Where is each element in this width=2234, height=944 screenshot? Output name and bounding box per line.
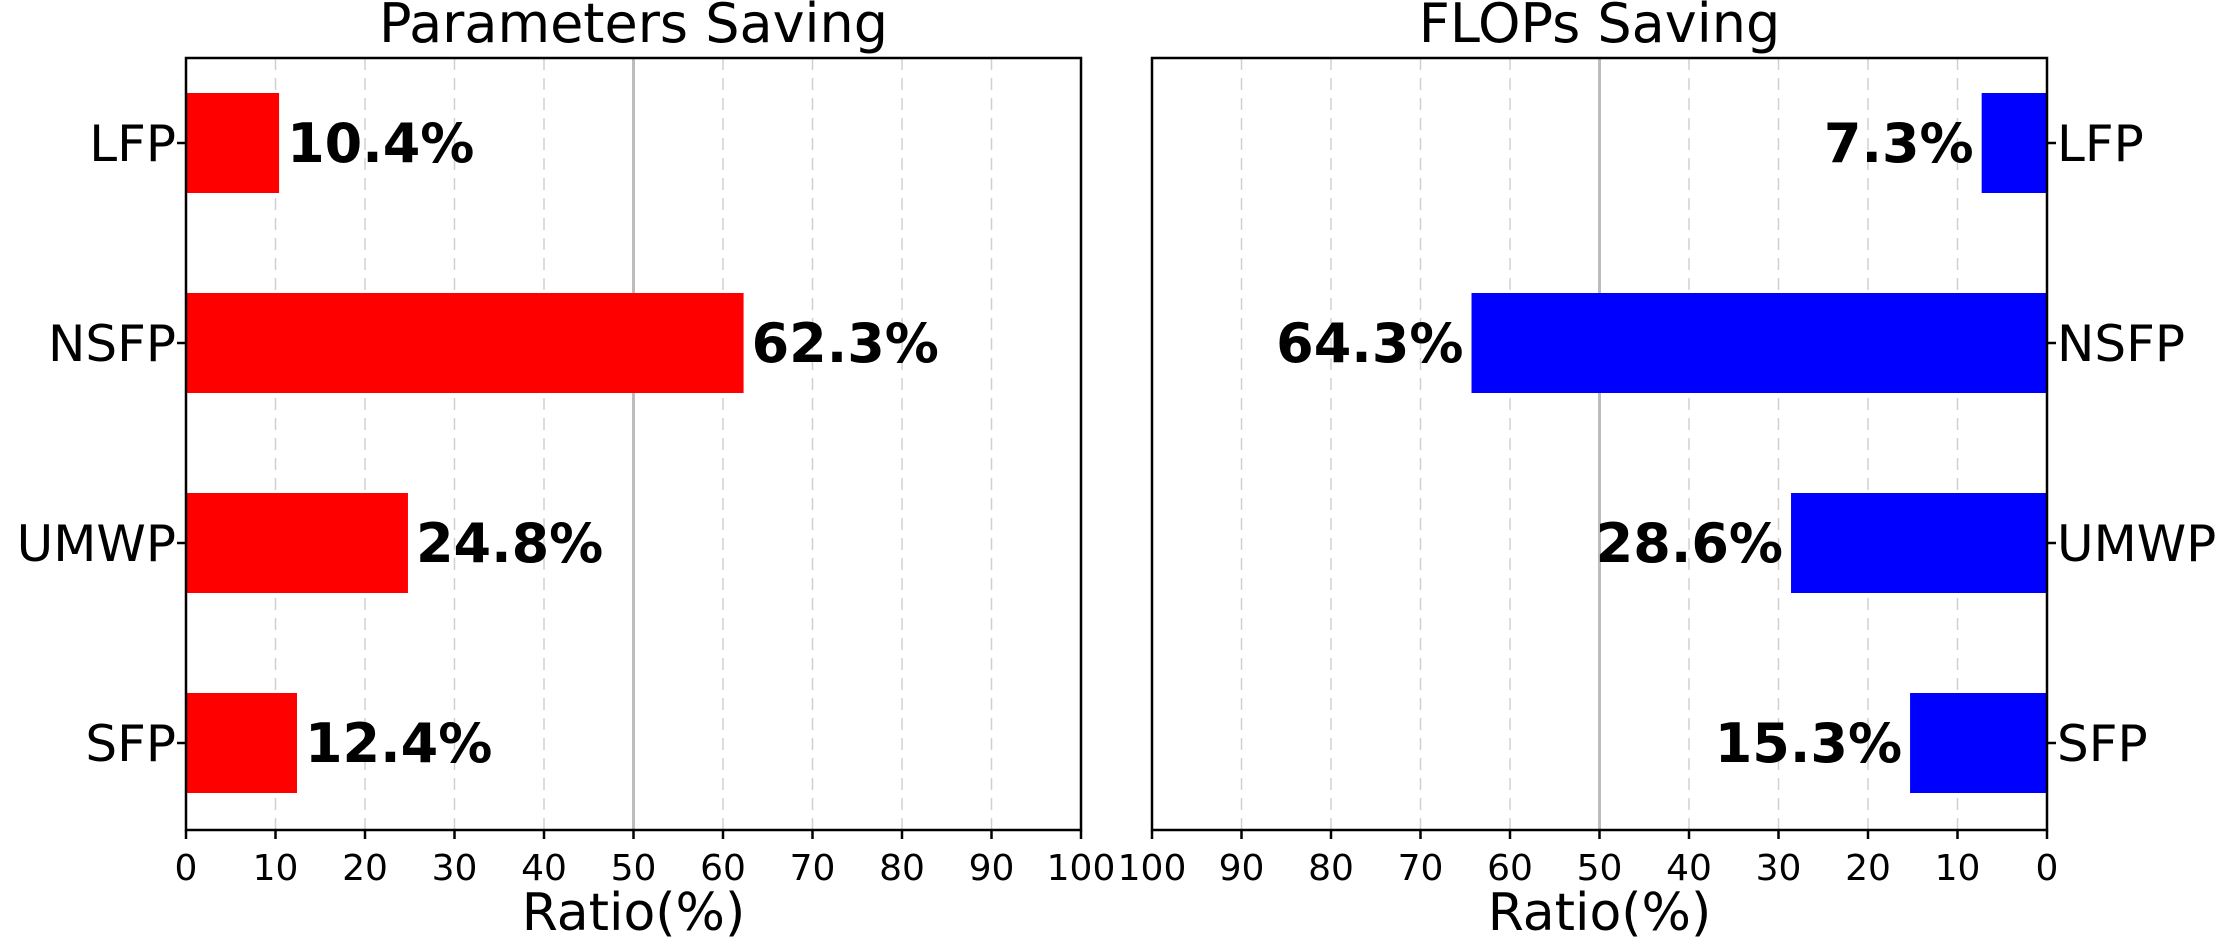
panel1-x-tick-label: 80 <box>879 848 925 889</box>
panel2-x-tick-label: 100 <box>1118 848 1187 889</box>
panel2-category-label-sfp: SFP <box>2057 715 2148 773</box>
panel1-x-tick-label: 20 <box>342 848 388 889</box>
panel1-category-label-umwp: UMWP <box>17 515 176 573</box>
panel2-value-label-sfp: 15.3% <box>1715 712 1902 775</box>
panel2-x-tick-label: 0 <box>2036 848 2059 889</box>
panel1-x-tick-label: 50 <box>611 848 657 889</box>
panel2-x-tick-label: 10 <box>1935 848 1981 889</box>
panel2-value-label-umwp: 28.6% <box>1596 512 1783 575</box>
panel2-axes-frame <box>1150 56 2049 832</box>
panel1-value-label-umwp: 24.8% <box>416 512 603 575</box>
panel1-category-label-sfp: SFP <box>85 715 176 773</box>
panel2-bar-umwp <box>1791 493 2047 593</box>
panel1-value-label-lfp: 10.4% <box>287 112 474 175</box>
panel2-bar-sfp <box>1910 693 2047 793</box>
panel2-bar-lfp <box>1981 93 2047 193</box>
panel1-x-tick-label: 70 <box>790 848 836 889</box>
panel1-x-tick-label: 60 <box>700 848 746 889</box>
panel1-x-axis-label: Ratio(%) <box>522 883 746 943</box>
panel1-bar-nsfp <box>186 293 744 393</box>
panel1-bar-lfp <box>186 93 280 193</box>
panel1-bar-sfp <box>186 693 297 793</box>
panel2-bar-nsfp <box>1471 293 2047 393</box>
panel2-x-tick-label: 70 <box>1398 848 1444 889</box>
panel1-value-label-sfp: 12.4% <box>305 712 492 775</box>
panel1-x-tick-label: 100 <box>1047 848 1116 889</box>
panel2-category-label-umwp: UMWP <box>2057 515 2216 573</box>
panel1-x-tick-label: 10 <box>253 848 299 889</box>
panel1-x-tick-label: 30 <box>432 848 478 889</box>
panel2-x-tick-label: 60 <box>1487 848 1533 889</box>
panel2-value-label-nsfp: 64.3% <box>1276 312 1463 375</box>
panel1-axes-frame <box>184 56 1083 832</box>
panel2-value-label-lfp: 7.3% <box>1824 112 1974 175</box>
panel1-x-tick-label: 0 <box>175 848 198 889</box>
panel2-category-label-lfp: LFP <box>2057 115 2144 173</box>
panel2-x-tick-label: 40 <box>1666 848 1712 889</box>
panel1-category-label-nsfp: NSFP <box>48 315 176 373</box>
panel1-value-label-nsfp: 62.3% <box>752 312 939 375</box>
panel2-x-tick-label: 20 <box>1845 848 1891 889</box>
panel1-category-label-lfp: LFP <box>89 115 176 173</box>
panel2-title: FLOPs Saving <box>1419 0 1780 55</box>
panel1-bar-umwp <box>186 493 408 593</box>
panel2-x-tick-label: 90 <box>1219 848 1265 889</box>
panel1-x-tick-label: 40 <box>521 848 567 889</box>
panel2-x-tick-label: 30 <box>1756 848 1802 889</box>
panel2-category-label-nsfp: NSFP <box>2057 315 2185 373</box>
panel2-x-tick-label: 80 <box>1308 848 1354 889</box>
panel2-x-tick-label: 50 <box>1577 848 1623 889</box>
panel2-x-axis-label: Ratio(%) <box>1488 883 1712 943</box>
panel1-x-tick-label: 90 <box>969 848 1015 889</box>
panel1-title: Parameters Saving <box>379 0 888 55</box>
